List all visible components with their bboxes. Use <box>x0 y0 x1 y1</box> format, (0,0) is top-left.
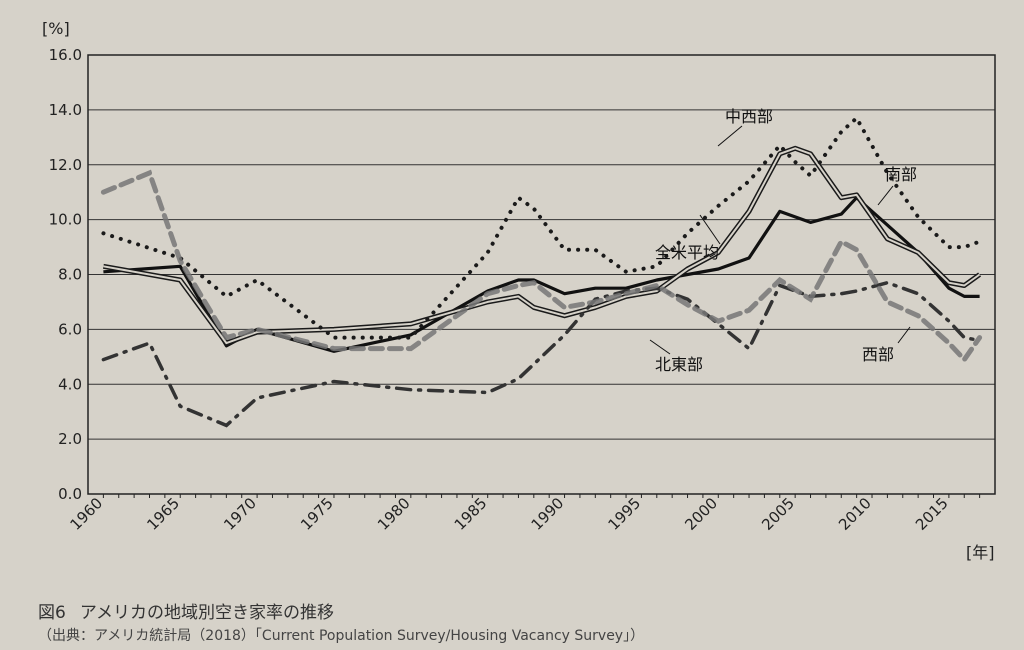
series-label: 西部 <box>862 345 894 364</box>
series-line <box>101 280 982 428</box>
series-label-leader <box>877 185 894 206</box>
series-label-leader <box>897 326 911 344</box>
series-line <box>100 169 983 364</box>
series-label-leader <box>699 214 721 245</box>
x-axis-unit-label: [年] <box>966 543 995 562</box>
x-tick-label: 2005 <box>758 494 798 534</box>
x-tick-label: 1990 <box>528 494 568 534</box>
y-tick-label: 4.0 <box>58 375 82 393</box>
figure-source: （出典：アメリカ統計局（2018）「Current Population Sur… <box>38 628 645 644</box>
y-tick-label: 2.0 <box>58 430 82 448</box>
x-tick-label: 1975 <box>297 494 337 534</box>
x-tick-label: 2000 <box>681 494 721 534</box>
x-tick-label: 1980 <box>374 494 414 534</box>
x-tick-label: 2015 <box>912 494 952 534</box>
figure-caption: 図6 アメリカの地域別空き家率の推移 <box>38 598 334 623</box>
series-label-leader <box>717 125 743 147</box>
y-tick-label: 16.0 <box>49 46 82 64</box>
y-tick-label: 12.0 <box>49 156 82 174</box>
figure-number: 図6 <box>38 603 66 623</box>
x-tick-label: 1970 <box>220 494 260 534</box>
plot-frame <box>87 54 996 495</box>
figure-title: アメリカの地域別空き家率の推移 <box>79 603 334 623</box>
y-tick-label: 8.0 <box>58 266 82 284</box>
series-label: 南部 <box>885 165 917 184</box>
series-lines <box>100 114 983 428</box>
series-label: 全米平均 <box>655 243 719 262</box>
y-axis-unit-label: [%] <box>42 19 70 38</box>
grid-lines <box>88 54 995 495</box>
y-tick-label: 0.0 <box>58 485 82 503</box>
series-label-leader <box>649 339 671 355</box>
x-tick-label: 1985 <box>451 494 491 534</box>
y-tick-label: 6.0 <box>58 320 82 338</box>
series-label: 中西部 <box>725 107 773 126</box>
x-tick-label: 2010 <box>835 494 875 534</box>
series-line <box>103 196 980 353</box>
series-label: 北東部 <box>655 355 703 374</box>
series-line <box>101 114 982 340</box>
series-line <box>103 147 981 345</box>
x-tick-label: 1965 <box>143 494 183 534</box>
x-tick-label: 1995 <box>605 494 645 534</box>
y-tick-label: 14.0 <box>49 101 82 119</box>
y-tick-label: 10.0 <box>49 211 82 229</box>
